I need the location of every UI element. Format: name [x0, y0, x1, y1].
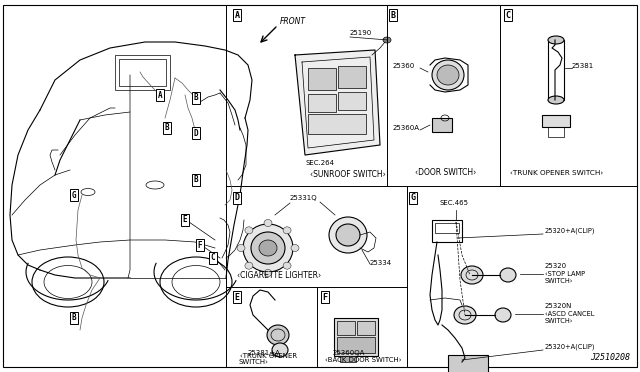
Text: E: E — [234, 292, 239, 301]
Text: 25360: 25360 — [393, 63, 415, 69]
Text: ‹BACK DOOR SWITCH›: ‹BACK DOOR SWITCH› — [325, 357, 401, 363]
Text: G: G — [410, 193, 415, 202]
Ellipse shape — [495, 308, 511, 322]
Ellipse shape — [500, 268, 516, 282]
Text: 25320: 25320 — [545, 263, 567, 269]
Bar — [542, 115, 570, 127]
Ellipse shape — [251, 232, 285, 264]
Ellipse shape — [264, 219, 272, 227]
Text: B: B — [194, 93, 198, 103]
Text: ‹TRUNK OPENER SWITCH›: ‹TRUNK OPENER SWITCH› — [510, 170, 604, 176]
Ellipse shape — [461, 266, 483, 284]
Text: F: F — [198, 241, 202, 250]
Bar — [334, 318, 378, 356]
Ellipse shape — [291, 244, 299, 251]
Text: SWITCH›: SWITCH› — [238, 359, 268, 365]
Ellipse shape — [454, 306, 476, 324]
Ellipse shape — [272, 343, 288, 357]
Text: B: B — [72, 314, 76, 323]
Text: ‹SUNROOF SWITCH›: ‹SUNROOF SWITCH› — [310, 170, 386, 179]
Bar — [119, 59, 166, 86]
Text: ‹TRUNK OPENER: ‹TRUNK OPENER — [240, 353, 297, 359]
Text: A: A — [234, 10, 239, 19]
Ellipse shape — [548, 96, 564, 104]
Bar — [337, 321, 355, 335]
Text: 25360QA: 25360QA — [333, 350, 365, 356]
Text: SWITCH›: SWITCH› — [545, 278, 573, 284]
Text: SEC.264: SEC.264 — [305, 160, 334, 166]
Bar — [432, 220, 462, 242]
Bar — [308, 68, 336, 90]
Text: 25320+A(CLIP): 25320+A(CLIP) — [545, 227, 595, 234]
Text: ‹DOOR SWITCH›: ‹DOOR SWITCH› — [415, 168, 476, 177]
Ellipse shape — [437, 65, 459, 85]
Text: B: B — [194, 176, 198, 185]
Bar — [448, 355, 488, 372]
Text: 25381+A: 25381+A — [248, 350, 281, 356]
Text: 25320+A(CLIP): 25320+A(CLIP) — [545, 343, 595, 350]
Ellipse shape — [237, 244, 245, 251]
Text: D: D — [234, 193, 239, 202]
Text: C: C — [506, 10, 511, 19]
Text: B: B — [390, 10, 396, 19]
Ellipse shape — [283, 262, 291, 269]
Ellipse shape — [264, 269, 272, 276]
Bar — [435, 223, 459, 233]
Ellipse shape — [243, 224, 293, 272]
Bar — [338, 92, 366, 110]
Ellipse shape — [329, 217, 367, 253]
Text: SEC.465: SEC.465 — [440, 200, 469, 206]
Text: ‹ASCD CANCEL: ‹ASCD CANCEL — [545, 311, 595, 317]
Ellipse shape — [283, 227, 291, 234]
Ellipse shape — [548, 36, 564, 44]
Text: B: B — [164, 124, 170, 132]
Text: 25381: 25381 — [572, 63, 595, 69]
Polygon shape — [295, 50, 380, 155]
Bar — [308, 114, 366, 134]
Bar — [337, 337, 375, 353]
Bar — [357, 321, 375, 335]
Bar — [308, 94, 336, 112]
Text: F: F — [323, 292, 328, 301]
Text: 25360A: 25360A — [393, 125, 420, 131]
Text: ‹STOP LAMP: ‹STOP LAMP — [545, 271, 585, 277]
Ellipse shape — [336, 224, 360, 246]
Text: E: E — [182, 215, 188, 224]
Text: ‹CIGARETTE LIGHTER›: ‹CIGARETTE LIGHTER› — [237, 271, 321, 280]
Ellipse shape — [383, 37, 391, 43]
Text: J2510208: J2510208 — [590, 353, 630, 362]
Text: 25331Q: 25331Q — [290, 195, 317, 201]
Ellipse shape — [432, 60, 464, 90]
Text: 25320N: 25320N — [545, 303, 572, 309]
Ellipse shape — [245, 262, 253, 269]
Bar — [115, 55, 170, 90]
Ellipse shape — [267, 325, 289, 345]
Text: 25334: 25334 — [370, 260, 392, 266]
Bar — [548, 127, 564, 137]
Text: SWITCH›: SWITCH› — [545, 318, 573, 324]
Text: FRONT: FRONT — [280, 17, 306, 26]
Bar — [338, 66, 366, 88]
Bar — [548, 40, 564, 100]
Text: D: D — [194, 128, 198, 138]
Bar — [432, 118, 452, 132]
Text: G: G — [72, 190, 76, 199]
Bar — [340, 356, 356, 362]
Text: 25190: 25190 — [350, 30, 372, 36]
Ellipse shape — [259, 240, 277, 256]
Text: A: A — [157, 90, 163, 99]
Ellipse shape — [245, 227, 253, 234]
Text: C: C — [211, 253, 215, 263]
